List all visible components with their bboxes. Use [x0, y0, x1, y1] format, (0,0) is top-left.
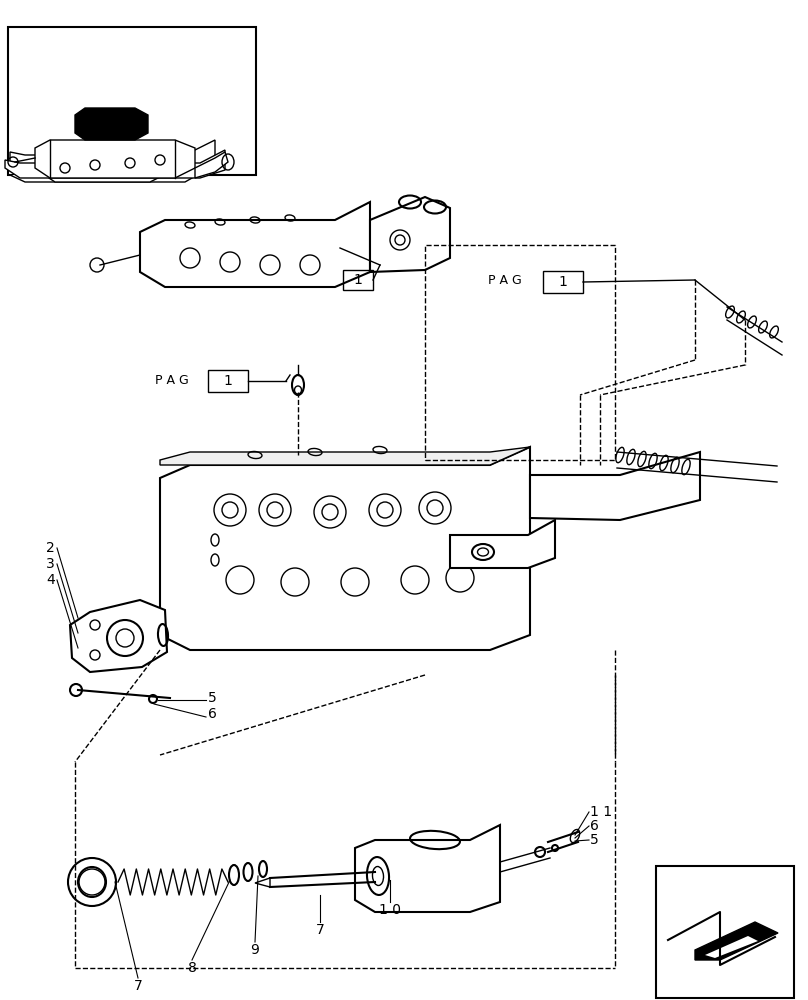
Text: 1 0: 1 0 [379, 903, 401, 917]
Text: 1: 1 [224, 374, 233, 388]
Polygon shape [355, 825, 500, 912]
Polygon shape [370, 197, 450, 272]
Text: 2: 2 [46, 541, 55, 555]
Polygon shape [668, 893, 775, 965]
Polygon shape [705, 936, 758, 958]
Polygon shape [70, 600, 167, 672]
Bar [8, 27, 256, 175]
Polygon shape [10, 165, 215, 182]
Bar [543, 271, 583, 293]
Polygon shape [195, 152, 228, 178]
Bar [208, 370, 248, 392]
Text: 6: 6 [590, 819, 599, 833]
Text: 1 1: 1 1 [590, 805, 612, 819]
Text: 6: 6 [208, 707, 217, 721]
Text: 1: 1 [558, 275, 567, 289]
Text: 4: 4 [46, 573, 55, 587]
Polygon shape [140, 202, 370, 287]
Text: 5: 5 [208, 691, 217, 705]
Text: 3: 3 [46, 557, 55, 571]
Text: 7: 7 [316, 923, 324, 937]
Text: P A G: P A G [155, 373, 189, 386]
Polygon shape [255, 878, 270, 887]
Polygon shape [160, 447, 530, 650]
Text: 1: 1 [354, 273, 363, 287]
Polygon shape [35, 140, 195, 178]
Bar [425, 245, 615, 460]
Bar [656, 866, 794, 998]
Polygon shape [695, 922, 778, 960]
Text: 7: 7 [133, 979, 142, 993]
Text: 8: 8 [187, 961, 196, 975]
Polygon shape [530, 452, 700, 520]
Text: P A G: P A G [488, 273, 522, 286]
Text: 5: 5 [590, 833, 599, 847]
Bar [660, 870, 790, 994]
Polygon shape [10, 140, 215, 172]
Polygon shape [160, 447, 530, 465]
Polygon shape [5, 150, 225, 178]
Polygon shape [450, 520, 555, 568]
Polygon shape [75, 108, 148, 140]
Polygon shape [40, 148, 170, 182]
Bar [343, 270, 373, 290]
Text: 9: 9 [250, 943, 259, 957]
